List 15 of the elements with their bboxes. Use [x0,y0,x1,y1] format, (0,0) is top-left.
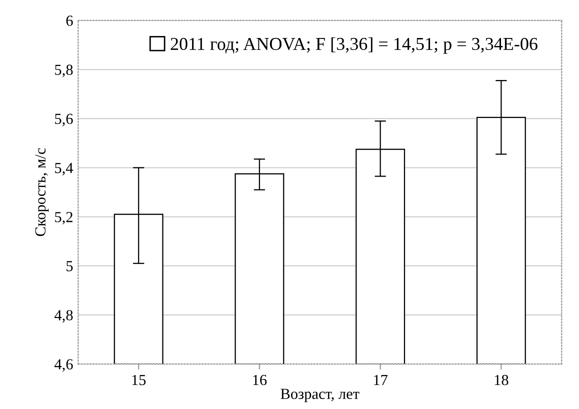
y-tick-label: 5 [66,261,73,272]
y-axis-title: Скорость, м/с [35,148,49,236]
x-tick-label: 18 [494,374,508,386]
y-tick-label: 5,8 [55,64,73,78]
x-tick-label: 15 [132,374,146,386]
x-tick-label: 16 [253,374,267,386]
y-tick-label: 5,2 [55,212,72,224]
x-tick-label: 17 [374,374,388,386]
y-tick-label: 4,6 [54,359,73,372]
x-axis-title: Возраст, лет [280,388,360,402]
y-tick-label: 5,4 [55,162,74,176]
legend-label: 2011 год; ANOVA; F [3,36] = 14,51; p = 3,34E-06 [170,37,538,54]
y-tick-label: 6 [66,16,73,26]
y-tick-label: 5,6 [55,114,73,126]
y-tick-label: 4,8 [54,310,73,323]
